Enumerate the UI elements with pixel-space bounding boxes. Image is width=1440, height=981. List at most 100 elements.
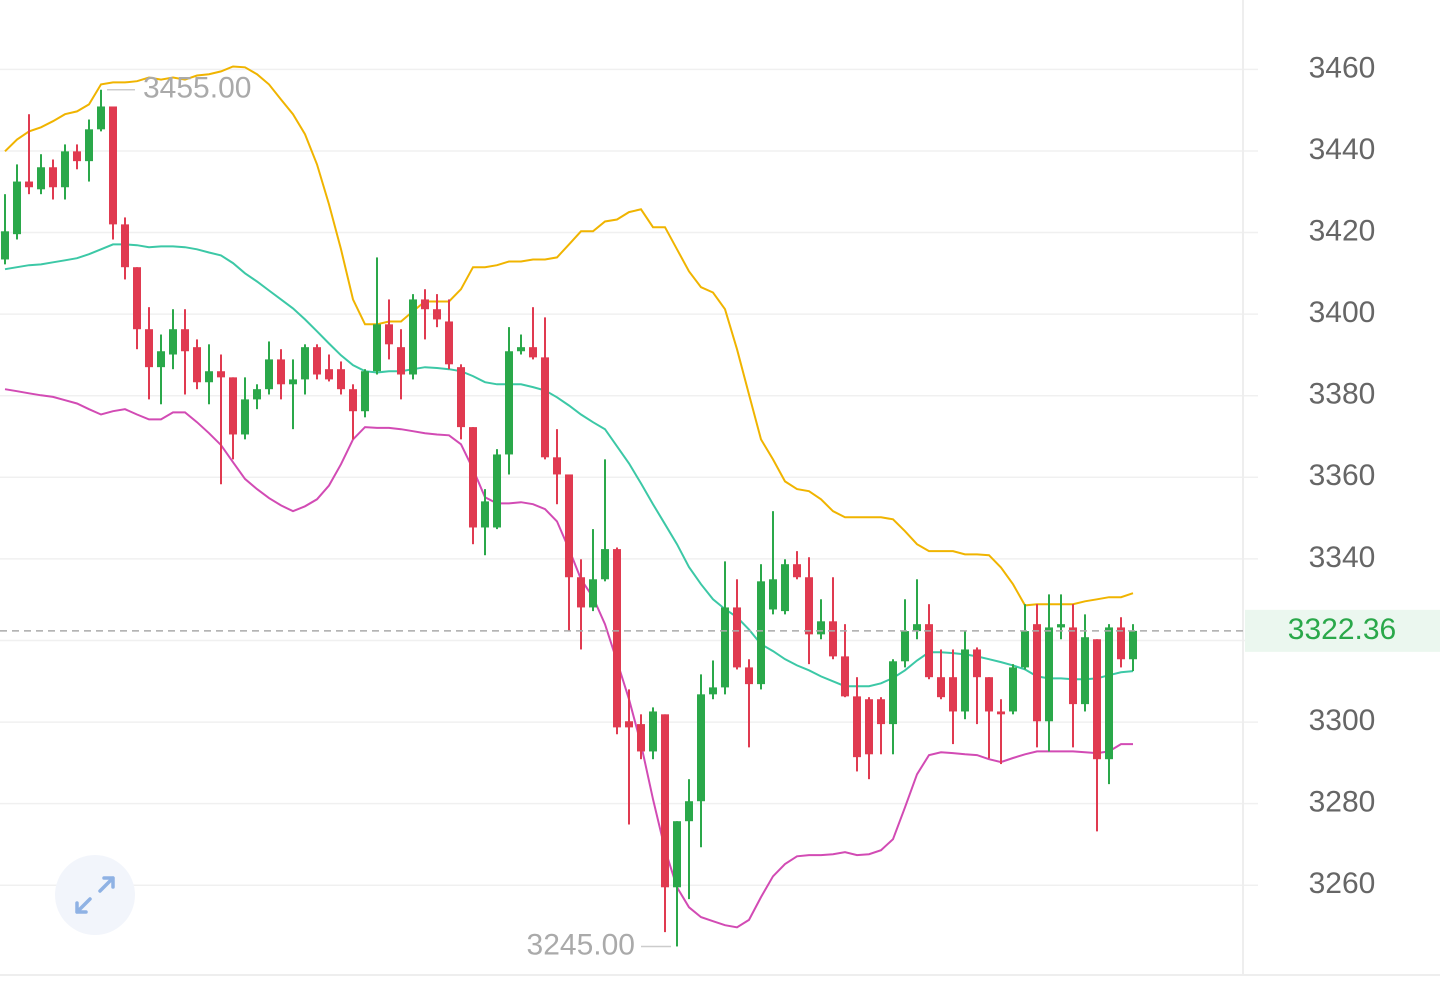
candle-body [181, 329, 189, 352]
candle-body [901, 631, 909, 662]
candle-body [673, 821, 681, 888]
candle-body [1117, 627, 1125, 660]
candle-body [157, 351, 165, 368]
candle-body [85, 129, 93, 162]
candle-body [373, 324, 381, 372]
candle-body [577, 577, 585, 608]
candle-body [1, 231, 9, 260]
last-price-label: 3322.36 [1288, 613, 1396, 646]
candle-body [1009, 667, 1017, 712]
candle-body [241, 399, 249, 435]
candle-body [169, 329, 177, 355]
candle-body [337, 369, 345, 390]
candle-body [853, 696, 861, 758]
candle-body [1033, 624, 1041, 722]
candle-body [1093, 639, 1101, 760]
candle-body [397, 347, 405, 375]
candle-body [121, 224, 129, 268]
candle-body [433, 309, 441, 320]
candle-body [409, 299, 417, 375]
band-line [4, 65, 1134, 607]
candle-body [1057, 624, 1065, 628]
candle-body [361, 371, 369, 412]
candle-body [301, 347, 309, 380]
candle-body [529, 347, 537, 358]
candle-body [661, 714, 669, 888]
candle-body [457, 367, 465, 428]
candle-body [889, 661, 897, 725]
candle-body [565, 474, 573, 578]
candle-body [841, 656, 849, 697]
candle-body [265, 359, 273, 390]
candle-body [325, 369, 333, 380]
candle-body [49, 167, 57, 188]
y-tick-label: 3300 [1309, 704, 1376, 737]
y-tick-label: 3420 [1309, 214, 1376, 247]
candle-body [553, 457, 561, 475]
candle-body [589, 579, 597, 608]
candle-body [289, 379, 297, 385]
y-tick-label: 3380 [1309, 378, 1376, 411]
candle-body [937, 677, 945, 698]
candle-body [625, 721, 633, 728]
candle-body [37, 167, 45, 190]
candle-body [637, 724, 645, 752]
expand-icon[interactable] [75, 876, 115, 914]
candle-body [505, 351, 513, 455]
y-tick-label: 3460 [1309, 51, 1376, 84]
candle-body [973, 649, 981, 678]
candle-body [349, 389, 357, 412]
y-tick-label: 3400 [1309, 296, 1376, 329]
candle-body [997, 711, 1005, 715]
y-tick-label: 3360 [1309, 459, 1376, 492]
candle-body [745, 667, 753, 685]
candle-body [757, 581, 765, 685]
candle-body [277, 359, 285, 385]
candle-body [613, 549, 621, 728]
candle-body [73, 151, 81, 162]
candle-body [769, 579, 777, 610]
max-annotation-label: 3455.00 [143, 72, 251, 105]
candle-body [469, 427, 477, 528]
candle-body [1105, 627, 1113, 760]
candle-body [913, 624, 921, 632]
last-price-bg [1245, 609, 1440, 652]
min-annotation-label: 3245.00 [527, 928, 635, 961]
candle-body [421, 299, 429, 310]
candle-body [733, 607, 741, 668]
candle-body [721, 607, 729, 688]
candle-body [217, 371, 225, 378]
candle-body [145, 329, 153, 368]
y-tick-label: 3280 [1309, 786, 1376, 819]
candle-body [97, 106, 105, 130]
candle-body [985, 677, 993, 712]
y-tick-label: 3340 [1309, 541, 1376, 574]
candle-body [1045, 627, 1053, 722]
y-tick-label: 3440 [1309, 133, 1376, 166]
expand-button[interactable] [55, 855, 135, 935]
candle-body [493, 454, 501, 528]
candle-body [13, 181, 21, 235]
candle-body [1129, 630, 1137, 660]
candle-body [1081, 637, 1089, 705]
candle-body [109, 106, 117, 225]
candle-body [253, 389, 261, 400]
candle-body [805, 577, 813, 635]
candle-body [517, 347, 525, 352]
candle-body [817, 621, 825, 635]
candle-body [877, 699, 885, 725]
expand-button-bg[interactable] [55, 855, 135, 935]
candle-body [649, 711, 657, 752]
candle-body [685, 801, 693, 822]
candle-body [865, 699, 873, 755]
candle-body [313, 347, 321, 375]
band-line [4, 243, 1134, 688]
candle-body [949, 677, 957, 712]
candle-body [61, 151, 69, 188]
candle-body [133, 267, 141, 330]
candle-body [961, 649, 969, 712]
candle-body [385, 324, 393, 345]
candle-body [481, 501, 489, 528]
